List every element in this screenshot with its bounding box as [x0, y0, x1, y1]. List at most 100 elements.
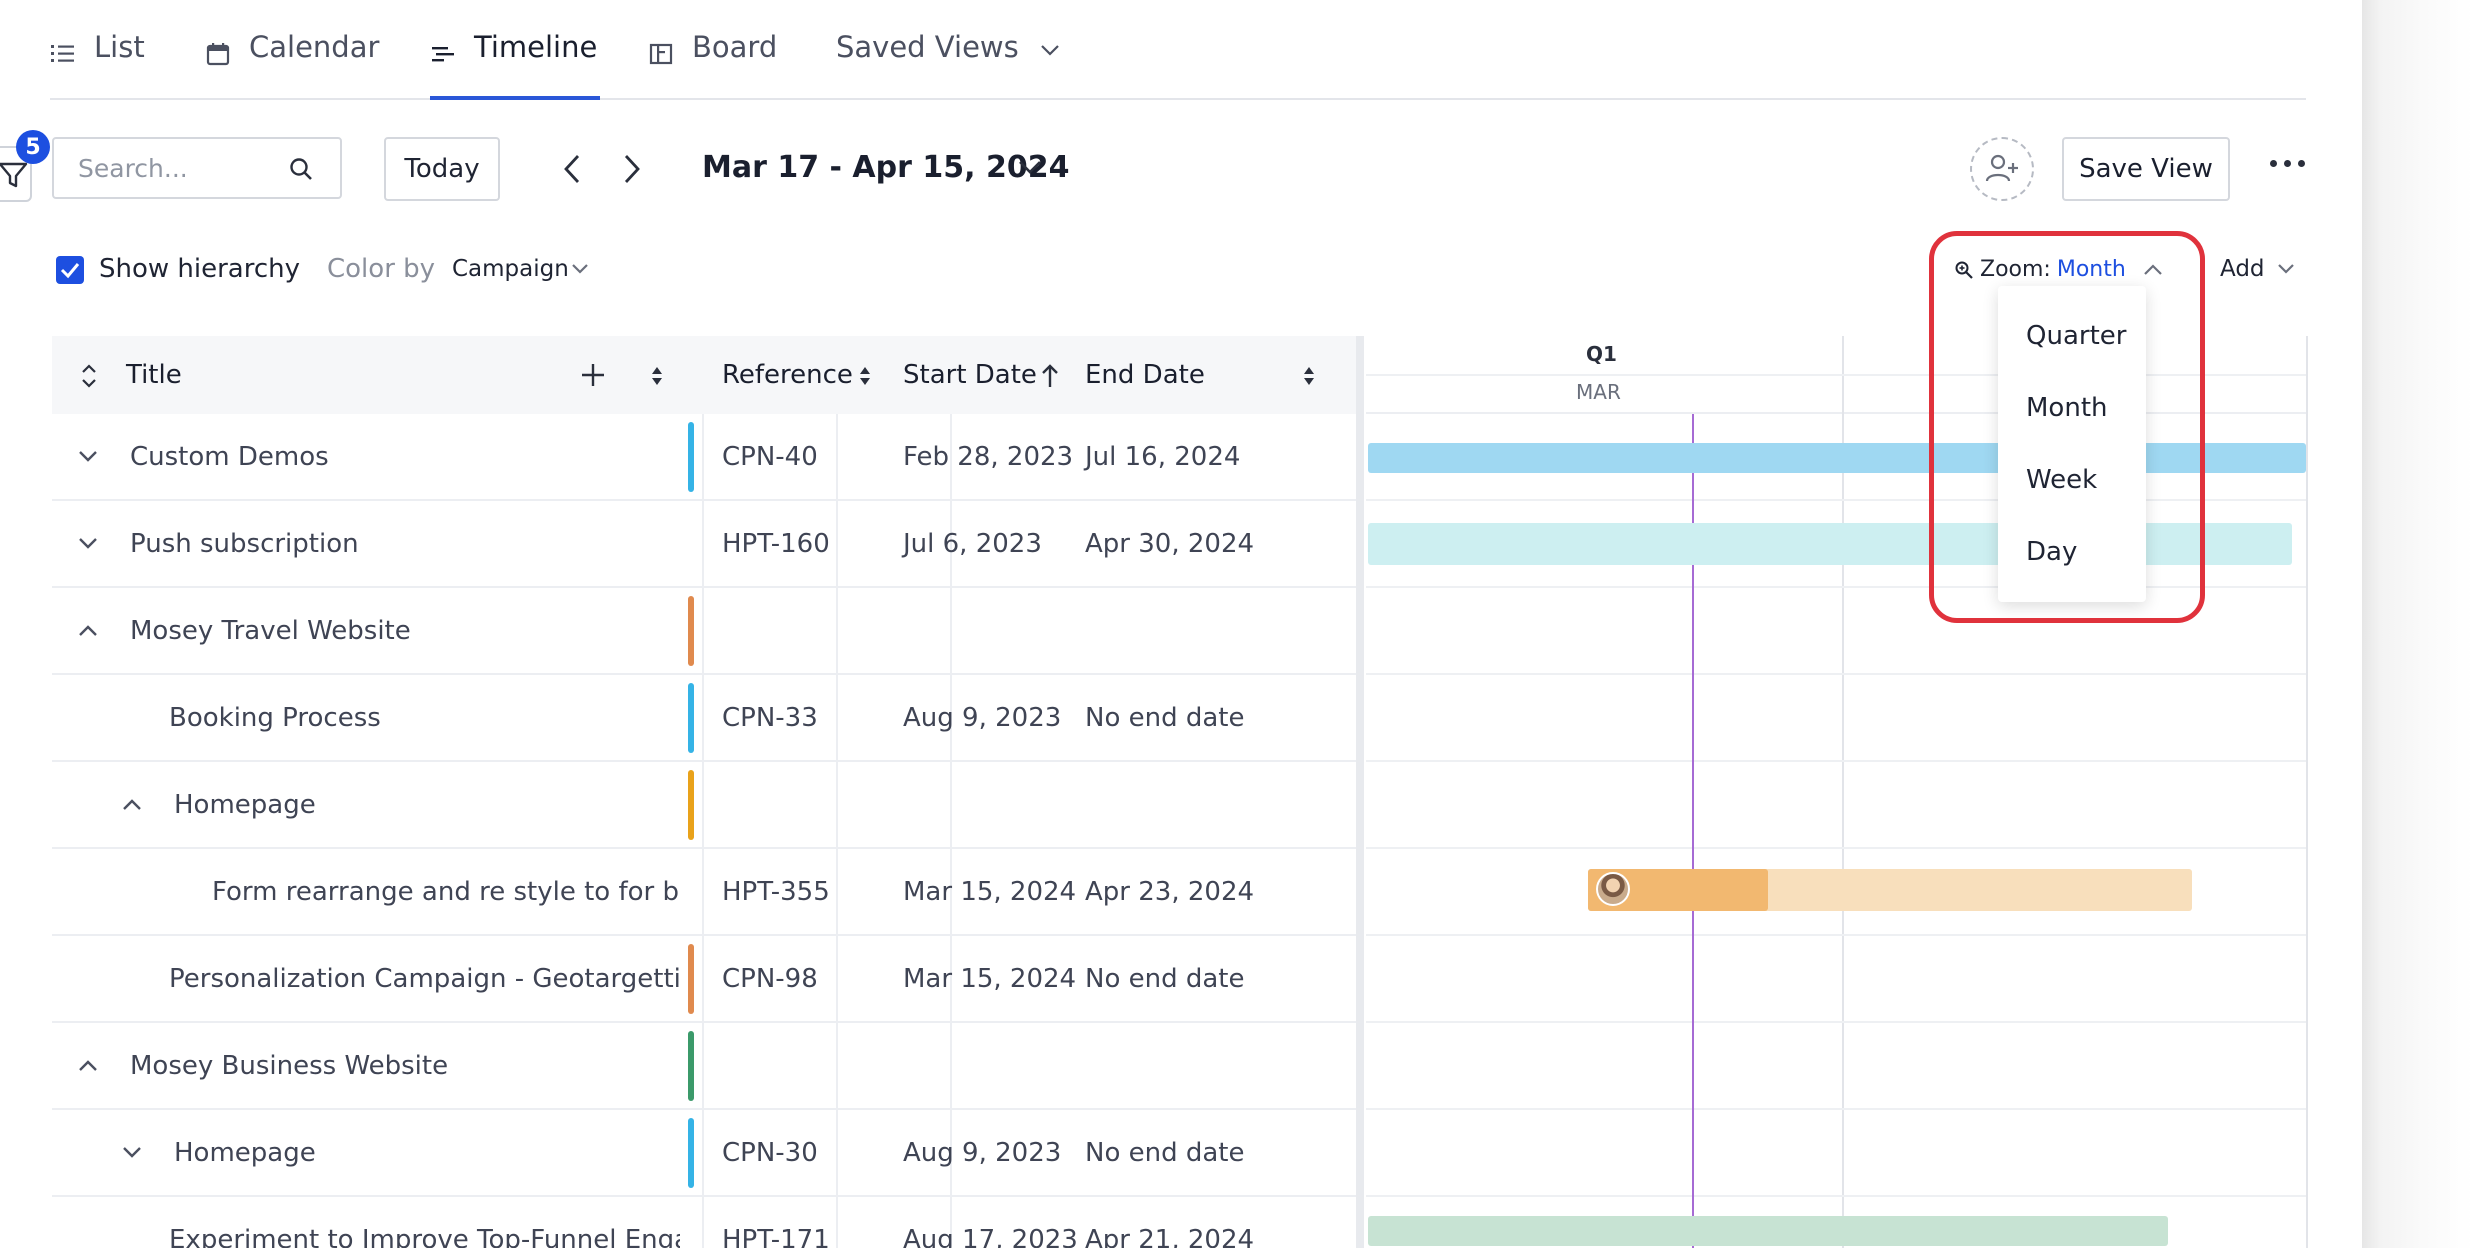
timeline-gridline	[1842, 336, 1844, 1248]
column-header-reference[interactable]: Reference	[722, 360, 853, 390]
row-reference: CPN-40	[722, 442, 818, 472]
timeline-bar-custom-demos[interactable]	[1368, 443, 2306, 473]
tab-board[interactable]: Board	[648, 30, 777, 100]
next-range-icon[interactable]	[616, 152, 646, 186]
search-input[interactable]	[78, 153, 278, 183]
chevron-down-icon[interactable]	[1016, 158, 1044, 178]
column-divider	[950, 501, 952, 588]
chevron-down-icon[interactable]	[76, 535, 100, 553]
row-title[interactable]: Push subscription	[130, 529, 359, 559]
sort-icon[interactable]	[650, 364, 664, 388]
column-divider	[836, 501, 838, 588]
date-range-selector[interactable]: Mar 17 - Apr 15, 2024	[702, 150, 1070, 185]
column-divider	[702, 849, 704, 936]
show-hierarchy-label[interactable]: Show hierarchy	[99, 254, 301, 284]
previous-range-icon[interactable]	[558, 152, 588, 186]
pane-splitter[interactable]	[1356, 336, 1364, 1248]
column-divider	[950, 588, 952, 675]
row-end-date: Apr 21, 2024	[1085, 1225, 1255, 1248]
column-divider	[950, 1023, 952, 1110]
row-title[interactable]: Custom Demos	[130, 442, 329, 472]
timeline-row-divider	[1366, 1021, 2306, 1023]
chevron-down-icon[interactable]	[76, 448, 100, 466]
column-divider	[836, 588, 838, 675]
tab-list-label: List	[94, 30, 145, 64]
row-title[interactable]: Homepage	[174, 1138, 316, 1168]
color-by-label: Color by	[327, 254, 436, 284]
table-row[interactable]: Custom Demos CPN-40 Feb 28, 2023 Jul 16, 20…	[52, 414, 1362, 501]
column-divider	[836, 675, 838, 762]
color-by-dropdown[interactable]: Campaign	[452, 256, 569, 282]
row-reference: HPT-355	[722, 877, 830, 907]
campaign-color-indicator	[688, 770, 694, 840]
show-hierarchy-checkbox[interactable]	[56, 256, 84, 284]
table-row[interactable]: Mosey Travel Website	[52, 588, 1362, 675]
table-row[interactable]: Experiment to Improve Top-Funnel Engagem…	[52, 1197, 1362, 1248]
column-header-title[interactable]: Title	[126, 360, 182, 390]
chevron-down-icon[interactable]	[2276, 262, 2296, 276]
save-view-button[interactable]: Save View	[2062, 137, 2230, 201]
tab-timeline-label: Timeline	[474, 30, 598, 64]
table-row[interactable]: Homepage CPN-30 Aug 9, 2023 No end date	[52, 1110, 1362, 1197]
row-title[interactable]: Mosey Business Website	[130, 1051, 449, 1081]
column-divider	[950, 936, 952, 1023]
sort-icon[interactable]	[1302, 364, 1316, 388]
table-row[interactable]: Push subscription HPT-160 Jul 6, 2023 Apr 3…	[52, 501, 1362, 588]
column-divider	[702, 762, 704, 849]
row-title[interactable]: Homepage	[174, 790, 316, 820]
more-options-icon[interactable]	[2270, 160, 2305, 167]
column-divider	[702, 1110, 704, 1197]
table-row[interactable]: Mosey Business Website	[52, 1023, 1362, 1110]
row-start-date: Mar 15, 2024	[903, 877, 1077, 907]
tab-timeline[interactable]: Timeline	[430, 30, 600, 100]
expand-collapse-all-icon[interactable]	[80, 362, 98, 390]
zoom-dropdown[interactable]: Zoom: Month	[1954, 257, 2164, 282]
row-start-date: Aug 9, 2023	[903, 1138, 1062, 1168]
sort-ascending-icon[interactable]	[1040, 362, 1060, 390]
search-box[interactable]	[52, 137, 342, 199]
row-title[interactable]: Booking Process	[169, 703, 381, 733]
zoom-option-week[interactable]: Week	[2026, 465, 2098, 495]
column-header-start-date[interactable]: Start Date	[903, 360, 1037, 390]
table-row[interactable]: Booking Process CPN-33 Aug 9, 2023 No end d…	[52, 675, 1362, 762]
column-divider	[836, 1110, 838, 1197]
table-row[interactable]: Personalization Campaign - Geotargetting…	[52, 936, 1362, 1023]
campaign-color-indicator	[688, 1031, 694, 1101]
column-divider	[836, 414, 838, 501]
row-title[interactable]: Experiment to Improve Top-Funnel Engagem…	[169, 1225, 680, 1248]
add-column-icon[interactable]	[580, 362, 606, 388]
tab-list[interactable]: List	[50, 30, 145, 100]
zoom-label: Zoom:	[1980, 257, 2051, 282]
add-button[interactable]: Add	[2220, 256, 2265, 282]
chevron-up-icon[interactable]	[76, 1057, 100, 1075]
row-title[interactable]: Personalization Campaign - Geotargetting	[169, 964, 680, 994]
zoom-option-month[interactable]: Month	[2026, 393, 2108, 423]
table-row[interactable]: Form rearrange and re style to for bette…	[52, 849, 1362, 936]
timeline-bar-experiment[interactable]	[1368, 1216, 2168, 1246]
zoom-menu-highlight	[1929, 231, 2205, 623]
table-row[interactable]: Homepage	[52, 762, 1362, 849]
column-header-end-date[interactable]: End Date	[1085, 360, 1205, 390]
today-button[interactable]: Today	[384, 137, 500, 201]
today-marker	[1692, 414, 1694, 1248]
tab-saved-views[interactable]: Saved Views	[836, 30, 1063, 100]
sort-icon[interactable]	[858, 364, 872, 388]
chevron-up-icon[interactable]	[120, 796, 144, 814]
row-reference: CPN-98	[722, 964, 818, 994]
chevron-up-icon[interactable]	[76, 622, 100, 640]
row-title[interactable]: Mosey Travel Website	[130, 616, 411, 646]
timeline-row-divider	[1366, 1108, 2306, 1110]
timeline-month-label: MAR	[1576, 380, 1621, 404]
timeline-header-divider	[1366, 374, 2306, 376]
column-divider	[836, 1023, 838, 1110]
row-title[interactable]: Form rearrange and re style to for bette…	[212, 877, 680, 907]
invite-user-button[interactable]	[1970, 137, 2034, 201]
zoom-option-day[interactable]: Day	[2026, 537, 2078, 567]
zoom-icon	[1955, 261, 1973, 279]
chevron-down-icon[interactable]	[120, 1144, 144, 1162]
chevron-down-icon[interactable]	[570, 262, 590, 276]
column-divider	[836, 762, 838, 849]
zoom-option-quarter[interactable]: Quarter	[2026, 321, 2127, 351]
timeline-icon	[430, 40, 456, 66]
tab-calendar[interactable]: Calendar	[205, 30, 379, 100]
